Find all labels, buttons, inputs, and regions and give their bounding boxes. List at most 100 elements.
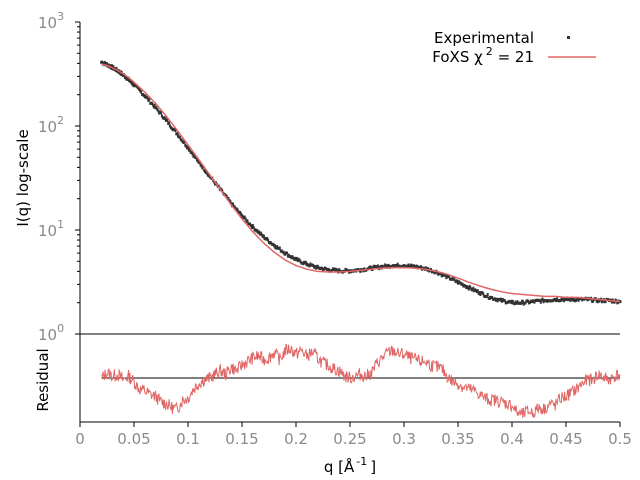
experimental-point <box>200 164 203 168</box>
top-y-ticks: 100 101 102 103 <box>38 10 80 344</box>
experimental-point <box>278 246 281 250</box>
experimental-point <box>225 194 228 198</box>
experimental-point <box>563 299 566 303</box>
experimental-point <box>604 300 607 304</box>
x-tick-label: 0.15 <box>225 430 258 448</box>
experimental-point <box>251 225 255 229</box>
experimental-point <box>391 263 395 268</box>
experimental-point <box>427 267 430 271</box>
experimental-point <box>564 297 568 302</box>
foxs-fit-line <box>101 63 621 303</box>
experimental-point <box>532 299 536 304</box>
experimental-point <box>282 250 285 254</box>
experimental-point <box>148 97 151 101</box>
experimental-point <box>420 265 423 269</box>
experimental-point <box>383 265 386 269</box>
experimental-point <box>308 264 311 268</box>
experimental-point <box>439 272 442 276</box>
residual-line <box>101 343 621 419</box>
experimental-point <box>444 273 447 277</box>
experimental-point <box>312 263 315 267</box>
residual-axis-label: Residual <box>34 348 52 411</box>
experimental-point <box>396 262 399 266</box>
top-series-group <box>100 60 622 306</box>
experimental-point <box>178 135 181 139</box>
experimental-point <box>258 230 261 234</box>
experimental-point <box>553 297 557 302</box>
experimental-point <box>294 257 298 262</box>
experimental-point <box>160 111 162 115</box>
experimental-point <box>316 265 320 270</box>
experimental-point <box>154 106 158 110</box>
top-y-axis-label: I(q) log-scale <box>14 129 32 226</box>
experimental-point <box>379 264 382 268</box>
experimental-point <box>453 277 456 281</box>
x-tick-label: 0.5 <box>608 430 632 448</box>
experimental-point <box>193 153 196 157</box>
experimental-point <box>160 114 163 118</box>
experimental-point <box>467 285 471 290</box>
experimental-point <box>430 267 432 271</box>
experimental-point <box>180 138 183 142</box>
x-ticks: 0 0.05 0.1 0.15 0.2 0.25 0.3 0.35 0.4 0.45 0.5 <box>75 422 632 448</box>
experimental-point <box>495 297 498 301</box>
experimental-point <box>471 288 474 292</box>
experimental-point <box>559 299 562 303</box>
x-tick-label: 0.2 <box>284 430 308 448</box>
experimental-point <box>256 229 259 233</box>
experimental-point <box>164 118 168 123</box>
experimental-point <box>250 224 252 228</box>
experimental-point <box>232 202 234 206</box>
axis-labels: I(q) log-scale Residual q [Å -1] <box>14 129 376 476</box>
experimental-point <box>305 262 309 266</box>
experimental-point <box>191 152 194 156</box>
experimental-point <box>229 199 232 203</box>
experimental-point <box>499 298 503 303</box>
experimental-point <box>157 109 160 113</box>
bottom-panel <box>101 343 621 419</box>
experimental-point <box>174 129 177 133</box>
legend-experimental-marker <box>567 36 570 39</box>
experimental-point <box>556 297 558 301</box>
experimental-point <box>478 291 482 295</box>
experimental-point <box>183 140 186 144</box>
experimental-point <box>520 301 522 305</box>
experimental-point <box>100 60 104 64</box>
experimental-point <box>227 196 230 200</box>
experimental-point <box>524 301 527 305</box>
experimental-point <box>456 280 460 284</box>
experimental-point <box>283 251 287 255</box>
experimental-point <box>488 295 492 299</box>
experimental-point <box>321 266 324 270</box>
experimental-point <box>298 258 301 262</box>
experimental-point <box>577 298 580 302</box>
axes <box>79 22 620 423</box>
experimental-point <box>441 272 444 276</box>
experimental-point <box>541 297 544 301</box>
experimental-point <box>314 266 317 270</box>
x-tick-label: 0.4 <box>500 430 524 448</box>
experimental-point <box>143 94 147 98</box>
experimental-point <box>331 268 333 272</box>
experimental-point <box>376 264 379 268</box>
experimental-point <box>538 299 541 303</box>
x-tick-label: 0.1 <box>176 430 200 448</box>
experimental-point <box>476 289 479 293</box>
experimental-point <box>240 214 244 218</box>
experimental-point <box>387 263 390 267</box>
experimental-point <box>415 264 418 268</box>
experimental-point <box>239 211 242 215</box>
experimental-point <box>175 132 179 136</box>
experimental-point <box>539 300 542 304</box>
experimental-point <box>610 300 613 304</box>
experimental-point <box>613 300 616 304</box>
experimental-point <box>129 79 132 83</box>
experimental-point <box>140 90 143 94</box>
experimental-point <box>240 212 243 216</box>
experimental-point <box>333 267 336 271</box>
y-tick-label: 101 <box>38 218 64 240</box>
experimental-point <box>347 269 350 273</box>
experimental-point <box>440 274 443 278</box>
experimental-point <box>592 299 594 303</box>
